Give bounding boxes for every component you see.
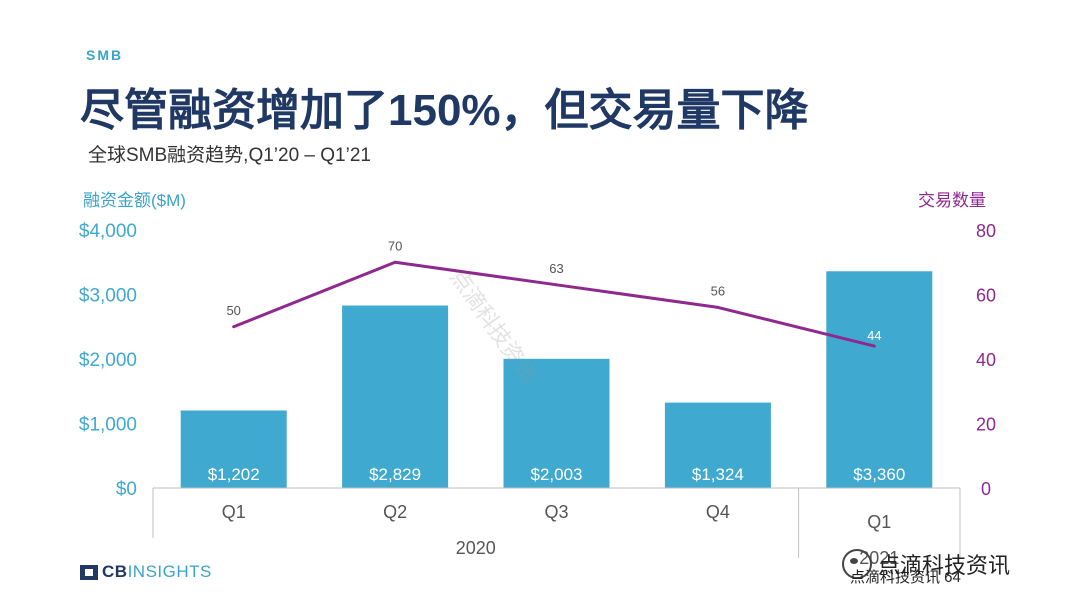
line-value-label: 70 [388,238,402,253]
left-tick-label: $2,000 [79,350,137,371]
right-tick-label: 40 [976,350,996,370]
x-tick-label: Q2 [383,502,407,522]
bar [503,358,610,488]
x-tick-label: Q4 [706,502,730,522]
watermark-badge: 点滴科技资讯 [842,548,1010,580]
cbinsights-logo: CBINSIGHTS [80,561,212,583]
line-value-label: 56 [711,283,725,298]
line-value-label: 63 [549,261,563,276]
line-point [872,344,876,348]
line-point [555,283,558,287]
logo-cb-text: CB [102,562,128,581]
section-tag: SMB [86,47,124,63]
right-tick-label: 80 [976,221,996,241]
bar [180,410,287,488]
x-tick-label: Q1 [222,502,246,522]
watermark-footer: 点滴科技资讯 64 [850,569,961,586]
line-value-label: 44 [867,328,881,343]
left-axis-title: 融资金额($M) [83,191,186,210]
left-tick-label: $4,000 [79,221,137,242]
left-tick-label: $0 [116,479,137,500]
line-point [232,325,236,329]
bar-value-label: $1,202 [208,465,260,484]
bar-value-label: $2,003 [531,465,583,484]
wechat-icon [842,549,872,579]
right-tick-label: 20 [976,415,996,435]
bar [664,402,771,488]
watermark-badge-text: 点滴科技资讯 [878,553,1011,578]
bar-value-label: $3,360 [853,465,905,484]
right-tick-label: 60 [976,286,996,306]
left-tick-label: $3,000 [79,286,137,307]
bar-value-label: $2,829 [369,465,421,484]
cbinsights-logo-icon [80,564,98,580]
x-tick-label: Q3 [544,502,568,522]
right-axis-title: 交易数量 [918,191,986,210]
page-title: 尽管融资增加了150%，但交易量下降 [80,86,809,135]
right-tick-label: 0 [981,479,991,499]
line-point [393,260,397,264]
year-group-label: 2020 [456,538,496,558]
chart-subtitle: 全球SMB融资趋势,Q1’20 – Q1’21 [88,145,371,166]
left-tick-label: $1,000 [79,415,137,436]
bar-value-label: $1,324 [692,465,744,484]
line-point [716,305,720,309]
line-value-label: 50 [226,303,240,318]
bar [342,305,449,488]
logo-insights-text: INSIGHTS [127,562,212,581]
x-tick-label: Q1 [867,512,891,532]
bar [826,271,933,488]
